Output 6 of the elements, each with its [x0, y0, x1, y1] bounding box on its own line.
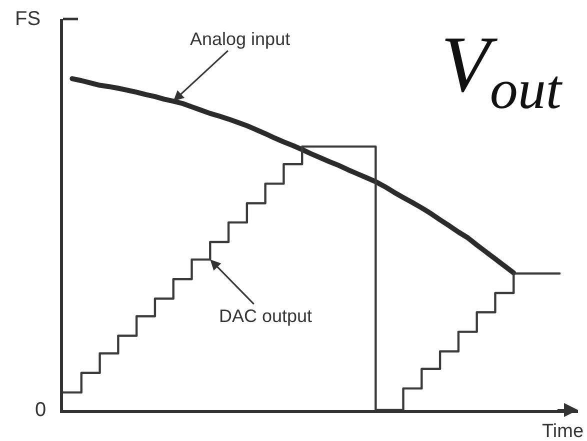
x-axis-title: Time	[542, 421, 584, 441]
text: Analog input	[190, 29, 290, 49]
text: FS	[15, 8, 41, 30]
y-axis-title: V$_{out}$	[441, 21, 563, 121]
text: 0	[35, 399, 46, 421]
text: DAC output	[219, 306, 312, 326]
